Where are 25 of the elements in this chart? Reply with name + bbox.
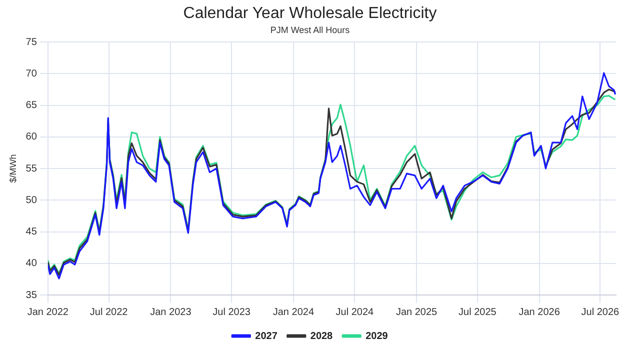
x-tick-label: Jul 2023 bbox=[212, 306, 251, 318]
x-tick-label: Jul 2026 bbox=[581, 306, 620, 318]
legend-label: 2028 bbox=[310, 330, 334, 342]
legend-label: 2027 bbox=[255, 330, 278, 342]
y-tick-label: 60 bbox=[26, 132, 38, 143]
x-tick-label: Jul 2025 bbox=[458, 306, 497, 318]
x-tick-label: Jan 2026 bbox=[518, 306, 560, 318]
x-tick-label: Jan 2023 bbox=[150, 306, 192, 318]
y-axis-title: $/MWh bbox=[8, 154, 18, 183]
x-tick-label: Jan 2024 bbox=[272, 306, 314, 318]
chart-title: Calendar Year Wholesale Electricity bbox=[183, 5, 437, 22]
x-tick-label: Jul 2024 bbox=[336, 306, 374, 318]
legend-label: 2029 bbox=[366, 330, 388, 342]
y-tick-label: 35 bbox=[26, 290, 38, 301]
x-tick-label: Jul 2022 bbox=[90, 306, 128, 318]
chart-subtitle: PJM West All Hours bbox=[270, 25, 350, 36]
y-tick-label: 55 bbox=[26, 163, 38, 174]
y-tick-label: 75 bbox=[26, 36, 38, 48]
x-tick-label: Jan 2022 bbox=[27, 306, 69, 318]
y-tick-label: 70 bbox=[26, 68, 38, 80]
y-tick-label: 50 bbox=[26, 194, 38, 206]
y-tick-label: 45 bbox=[26, 226, 38, 238]
y-tick-label: 65 bbox=[26, 100, 38, 111]
y-tick-label: 40 bbox=[26, 258, 38, 270]
x-tick-label: Jan 2025 bbox=[396, 306, 438, 318]
